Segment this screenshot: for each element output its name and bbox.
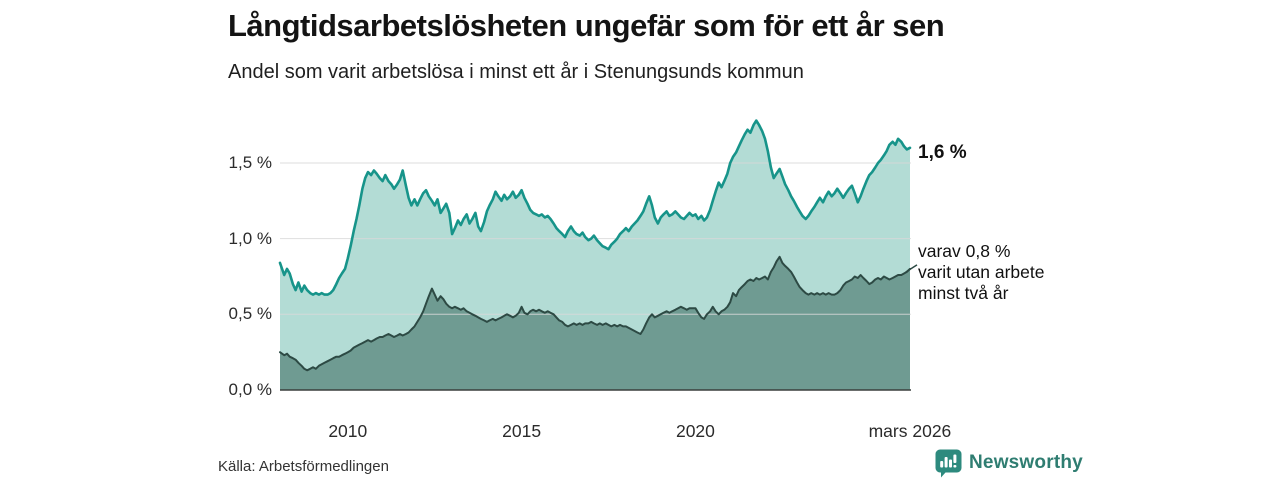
y-tick-label: 0,5 % — [228, 304, 272, 324]
newsworthy-icon — [935, 449, 962, 478]
series-line-0 — [278, 119, 912, 296]
source-note: Källa: Arbetsförmedlingen — [218, 458, 389, 475]
chart-title: Långtidsarbetslösheten ungefär som för e… — [228, 8, 945, 43]
y-tick-label: 1,5 % — [228, 152, 272, 172]
x-tick-label: 2015 — [502, 421, 542, 441]
annotation-leader-line — [905, 264, 918, 273]
y-tick-label: 1,0 % — [228, 228, 272, 248]
end-sub-label-line3: minst två år — [918, 283, 1009, 303]
chart-subtitle: Andel som varit arbetslösa i minst ett å… — [228, 61, 804, 83]
end-sub-label-line2: varit utan arbete — [918, 262, 1045, 282]
end-sub-label-line1: varav 0,8 % — [918, 241, 1011, 261]
end-value-label: 1,6 % — [918, 142, 967, 163]
x-tick-label: 2010 — [328, 421, 368, 441]
end-sub-label: varav 0,8 % varit utan arbete minst två … — [918, 241, 1044, 304]
plot-area — [278, 119, 918, 391]
newsworthy-wordmark: Newsworthy — [969, 452, 1083, 473]
x-tick-label: mars 2026 — [868, 421, 952, 441]
x-tick-label: 2020 — [675, 421, 715, 441]
series-line-1 — [279, 255, 911, 372]
series-area-1 — [280, 256, 910, 390]
y-tick-label: 0,0 % — [228, 380, 272, 399]
newsworthy-logo: Newsworthy — [935, 449, 1083, 477]
